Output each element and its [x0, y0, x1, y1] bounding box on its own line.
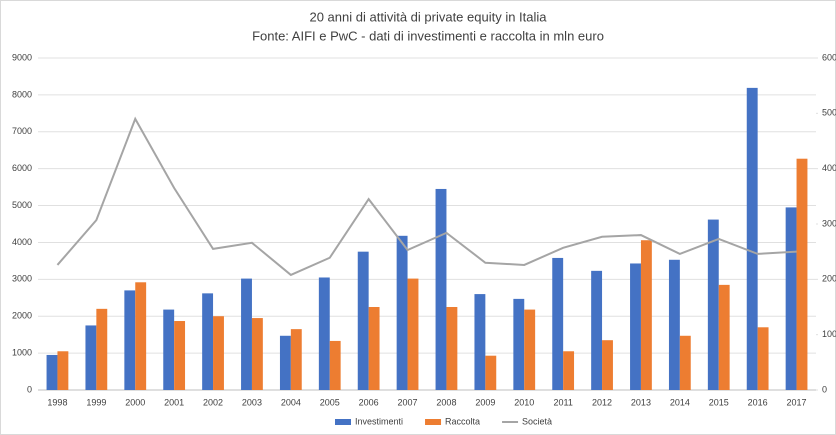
bar: [446, 307, 458, 390]
bar: [757, 327, 769, 390]
bar: [329, 340, 341, 390]
x-tick-label: 2001: [164, 397, 184, 407]
y2-tick-label: 100: [822, 329, 836, 339]
y2-tick-label: 500: [822, 108, 836, 118]
x-tick-label: 1998: [47, 397, 67, 407]
x-tick-label: 2005: [320, 397, 340, 407]
y-tick-label: 6000: [12, 163, 32, 173]
bar: [174, 321, 186, 390]
legend-swatch: [425, 419, 442, 425]
bar: [396, 235, 408, 390]
y2-tick-label: 300: [822, 218, 836, 228]
legend-swatch: [335, 419, 351, 425]
y2-tick-label: 200: [822, 274, 836, 284]
x-tick-label: 2015: [709, 397, 729, 407]
bar: [668, 259, 680, 390]
y-tick-label: 2000: [12, 311, 32, 321]
bar: [746, 87, 758, 390]
legend-label: Investimenti: [355, 416, 403, 426]
bar: [163, 309, 175, 390]
y2-tick-label: 600: [822, 52, 836, 62]
bar: [135, 282, 147, 390]
bar: [407, 278, 419, 390]
bar: [46, 354, 58, 390]
legend-label: Società: [522, 416, 552, 426]
chart-title: 20 anni di attività di private equity in…: [309, 9, 547, 24]
bar: [202, 293, 214, 390]
x-tick-label: 2002: [203, 397, 223, 407]
bar: [630, 263, 641, 390]
bar: [318, 277, 330, 390]
y-tick-label: 8000: [12, 89, 32, 99]
y2-tick-label: 0: [822, 384, 827, 394]
bar: [513, 298, 525, 390]
x-tick-label: 2016: [748, 397, 768, 407]
bar: [241, 278, 252, 390]
bar: [368, 307, 380, 390]
x-tick-label: 2004: [281, 397, 301, 407]
bar: [718, 284, 730, 390]
x-tick-label: 2013: [631, 397, 651, 407]
y-tick-label: 7000: [12, 126, 32, 136]
bar: [290, 329, 302, 390]
x-tick-label: 2009: [475, 397, 495, 407]
x-tick-label: 2006: [359, 397, 379, 407]
x-tick-label: 2000: [125, 397, 145, 407]
bar: [707, 219, 719, 390]
x-tick-label: 2008: [436, 397, 456, 407]
y-tick-label: 3000: [12, 274, 32, 284]
x-tick-label: 2003: [242, 397, 262, 407]
x-tick-label: 2007: [398, 397, 418, 407]
y-tick-label: 9000: [12, 52, 32, 62]
chart-subtitle: Fonte: AIFI e PwC - dati di investimenti…: [252, 28, 604, 43]
y-tick-label: 4000: [12, 237, 32, 247]
bar: [96, 308, 108, 390]
bar: [563, 351, 575, 390]
bar: [251, 318, 263, 390]
bar: [57, 351, 69, 390]
bar: [474, 294, 486, 390]
legend-label: Raccolta: [445, 416, 480, 426]
bar: [640, 240, 652, 390]
bar: [524, 309, 536, 390]
bar: [435, 188, 447, 390]
x-tick-label: 2017: [787, 397, 807, 407]
bar: [124, 290, 136, 390]
bar: [602, 340, 613, 390]
y2-tick-label: 400: [822, 163, 836, 173]
bar: [279, 335, 291, 390]
x-tick-label: 2014: [670, 397, 690, 407]
bar: [679, 335, 691, 390]
y-tick-label: 0: [27, 384, 32, 394]
bar: [552, 257, 564, 390]
bar: [485, 355, 497, 390]
x-tick-label: 2010: [514, 397, 534, 407]
x-tick-label: 2012: [592, 397, 612, 407]
bar: [796, 158, 808, 390]
bar: [785, 207, 797, 390]
bar: [85, 325, 97, 390]
x-tick-label: 1999: [86, 397, 106, 407]
bar: [213, 316, 224, 390]
bar: [591, 270, 603, 390]
y-tick-label: 5000: [12, 200, 32, 210]
bar: [357, 251, 369, 390]
line: [56, 116, 797, 277]
y-tick-label: 1000: [12, 347, 32, 357]
x-tick-label: 2011: [553, 397, 572, 407]
